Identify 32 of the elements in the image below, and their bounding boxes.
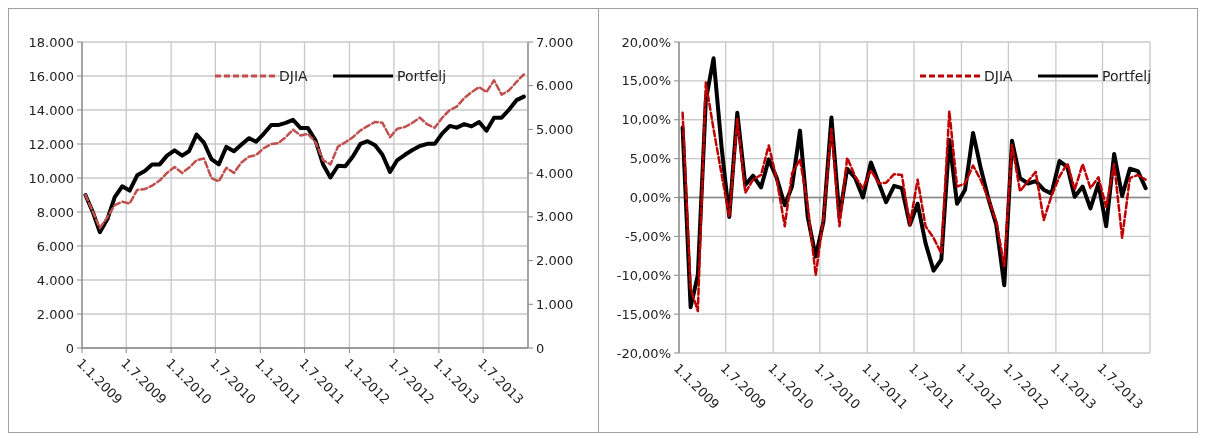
- y-tick-label: -5,00%: [625, 228, 671, 244]
- y2-tick-label: 7.000: [536, 34, 574, 50]
- legend-label: Portfelj: [1102, 67, 1152, 84]
- y-tick-label: 0,00%: [629, 190, 671, 206]
- y2-tick-label: 6.000: [536, 78, 574, 94]
- y2-tick-label: 1.000: [536, 296, 574, 312]
- legend-label: Portfelj: [397, 67, 447, 84]
- y-tick-label: 14.000: [28, 102, 74, 118]
- y-tick-label: 15,00%: [621, 73, 671, 89]
- y2-tick-label: 0: [536, 340, 545, 356]
- y-tick-label: 2.000: [36, 306, 74, 322]
- legend-label: DJIA: [279, 67, 309, 84]
- y2-tick-label: 5.000: [536, 121, 574, 137]
- y-tick-label: 8.000: [36, 204, 74, 220]
- y-tick-label: 10,00%: [621, 112, 671, 128]
- y-tick-label: 12.000: [28, 136, 74, 152]
- legend-label: DJIA: [984, 67, 1014, 84]
- y-tick-label: 5,00%: [629, 151, 671, 167]
- y-tick-label: -10,00%: [616, 267, 671, 283]
- y-tick-label: 20,00%: [621, 34, 671, 50]
- y-tick-label: 4.000: [36, 272, 74, 288]
- y-tick-label: -20,00%: [616, 345, 671, 361]
- y-tick-label: 0: [65, 340, 74, 356]
- y-tick-label: 10.000: [28, 170, 74, 186]
- y2-tick-label: 3.000: [536, 209, 574, 225]
- y-tick-label: 18.000: [28, 34, 74, 50]
- y-tick-label: -15,00%: [616, 306, 671, 322]
- y-tick-label: 6.000: [36, 238, 74, 254]
- y2-tick-label: 2.000: [536, 253, 574, 269]
- y-tick-label: 16.000: [28, 68, 74, 84]
- y2-tick-label: 4.000: [536, 165, 574, 181]
- line-series: [83, 94, 526, 235]
